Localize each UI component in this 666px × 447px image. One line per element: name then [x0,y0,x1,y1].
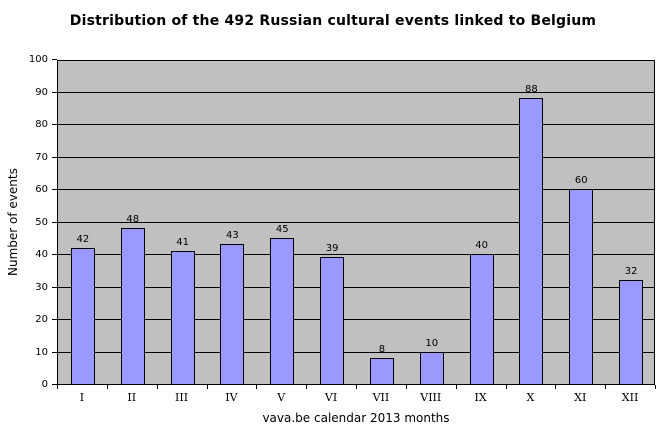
bar [320,257,345,384]
bar-value-label: 43 [226,230,239,242]
gridline [58,91,654,93]
gridline [58,319,654,320]
bar [70,247,95,384]
x-tick-label: II [127,391,137,404]
bar [569,189,594,384]
gridline [58,254,654,255]
y-tick-label: 40 [35,249,48,260]
bar [469,254,494,384]
y-tick-mark [52,286,57,288]
x-tick-label: XII [621,391,639,404]
x-tick-mark [406,385,407,389]
x-tick-label: X [526,391,535,404]
bar [170,250,195,384]
bar-value-label: 8 [378,344,386,355]
bar-value-label: 41 [176,236,189,248]
x-tick-label: I [79,391,85,404]
x-tick-mark [306,385,307,389]
x-tick-label: V [277,391,286,404]
y-tick-label: 10 [35,346,48,358]
gridline [58,286,654,288]
bar-value-label: 42 [76,233,90,245]
x-tick-mark [655,385,656,389]
x-tick-label: VI [324,391,338,404]
bar-value-label: 40 [475,240,488,251]
y-tick-mark [52,59,57,60]
bar [120,228,145,384]
y-tick-label: 60 [35,184,48,195]
x-tick-mark [456,385,457,389]
gridline [58,351,654,353]
x-tick-label: III [175,391,189,404]
bar [220,244,245,384]
x-tick-mark [555,385,556,389]
bar-value-label: 32 [624,266,638,277]
bar-value-label: 60 [574,175,588,186]
x-tick-mark [57,385,58,389]
x-tick-mark [605,385,606,389]
bar-value-label: 39 [325,243,339,255]
y-tick-label: 50 [35,216,48,228]
gridline [58,124,654,125]
y-tick-mark [52,351,57,353]
x-tick-mark [506,385,507,389]
x-axis-title: vava.be calendar 2013 months [262,411,450,425]
bar-value-label: 10 [425,337,439,349]
gridline [58,221,654,223]
x-tick-mark [207,385,208,389]
x-tick-mark [356,385,357,389]
x-tick-mark [157,385,158,389]
x-tick-mark [107,385,108,389]
y-tick-mark [52,254,57,255]
bar [369,358,394,384]
y-tick-mark [52,319,57,320]
y-tick-label: 70 [35,151,48,163]
x-tick-label: XI [574,391,587,404]
bar-value-label: 88 [525,84,538,95]
y-tick-label: 30 [35,281,48,293]
y-tick-label: 100 [28,54,48,65]
y-tick-mark [52,189,57,190]
y-tick-mark [52,91,57,93]
x-tick-label: IV [225,391,238,404]
x-tick-label: IX [474,391,487,404]
y-tick-label: 0 [41,379,48,390]
bar [619,280,644,384]
y-tick-mark [52,221,57,223]
y-tick-mark [52,156,57,158]
x-tick-label: VIII [420,391,442,404]
bar-value-label: 48 [126,214,140,225]
plot-area: 42 48 41 43 45 39 8 10 40 88 60 32 [57,60,655,385]
y-tick-label: 80 [35,119,48,130]
gridline [58,189,654,190]
bar-value-label: 45 [275,223,289,235]
chart-title: Distribution of the 492 Russian cultural… [69,13,597,29]
x-tick-label: VII [372,391,390,404]
bar [419,351,444,384]
y-tick-mark [52,384,57,385]
bar [270,237,295,384]
y-tick-label: 20 [35,314,48,325]
y-tick-mark [52,124,57,125]
bar [519,98,544,384]
gridline [58,156,654,158]
x-tick-mark [256,385,257,389]
y-tick-label: 90 [35,86,48,98]
